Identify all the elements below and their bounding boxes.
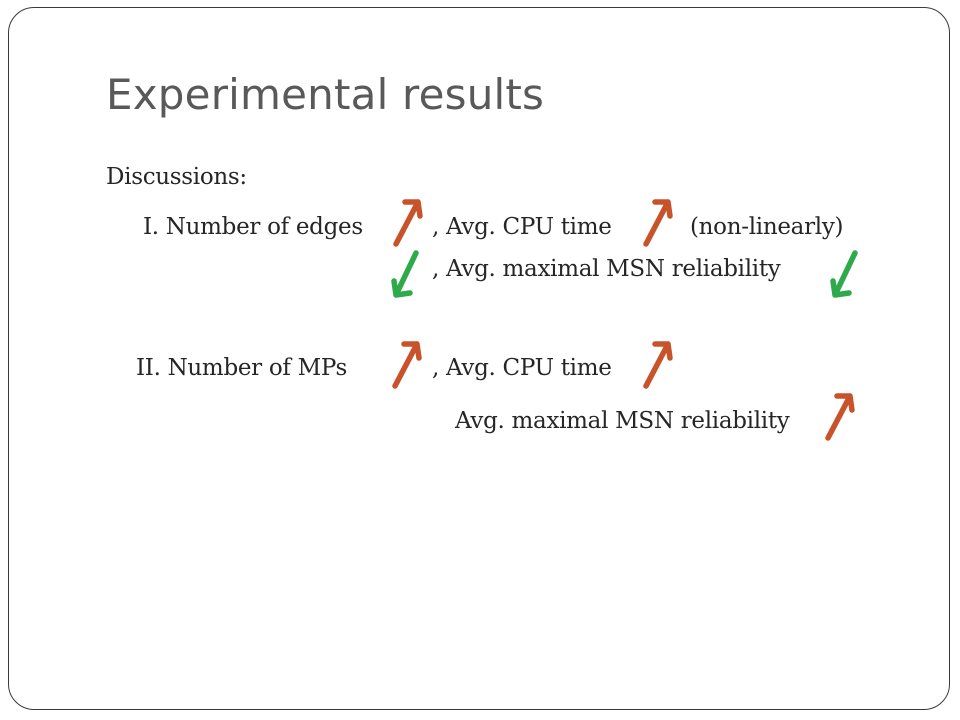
item1-cpu-time: , Avg. CPU time xyxy=(432,214,612,240)
arrow-up-icon xyxy=(638,334,678,394)
item1-nonlinear-note: (non-linearly) xyxy=(690,214,844,240)
item1-reliability: , Avg. maximal MSN reliability xyxy=(432,256,781,282)
arrow-down-icon xyxy=(825,245,865,305)
item2-cpu-time: , Avg. CPU time xyxy=(432,355,612,381)
slide-title: Experimental results xyxy=(106,70,545,119)
slide-frame xyxy=(8,7,950,710)
item2-lead: II. Number of MPs xyxy=(136,355,347,381)
arrow-up-icon xyxy=(638,192,678,252)
arrow-down-icon xyxy=(386,245,426,305)
discussions-label: Discussions: xyxy=(106,164,247,190)
arrow-up-icon xyxy=(820,386,860,446)
item2-reliability: Avg. maximal MSN reliability xyxy=(455,408,790,434)
arrow-up-icon xyxy=(388,192,428,252)
item1-lead: I. Number of edges xyxy=(143,214,363,240)
arrow-up-icon xyxy=(387,334,427,394)
